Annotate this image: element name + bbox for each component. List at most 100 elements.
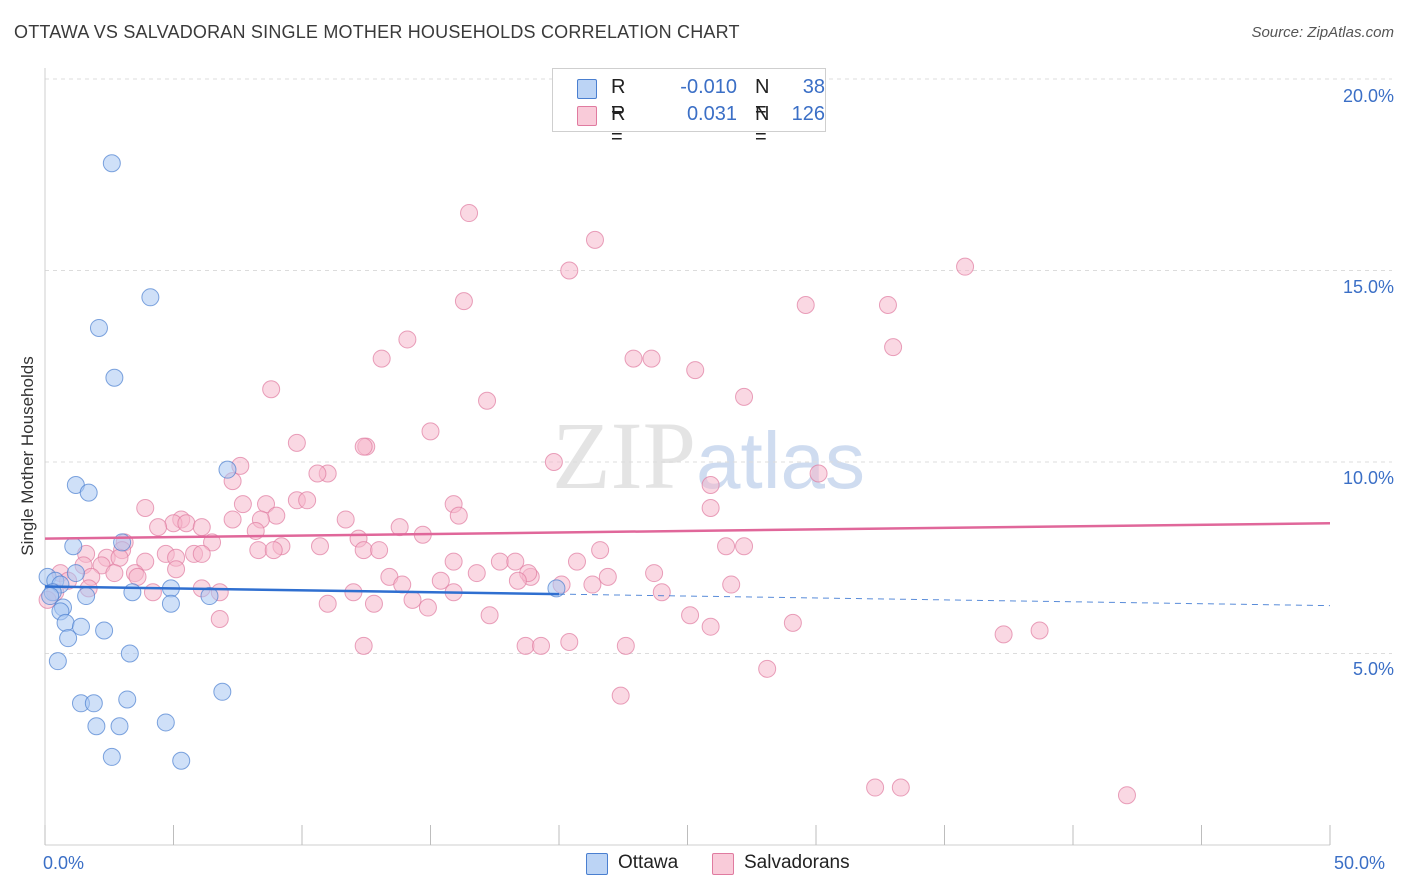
legend-swatch-ottawa	[577, 79, 597, 99]
data-point-salvadorans	[544, 453, 563, 471]
data-point-salvadorans	[701, 498, 720, 517]
data-point-ottawa	[172, 751, 191, 770]
data-point-salvadorans	[249, 541, 268, 560]
data-point-salvadorans	[506, 552, 525, 571]
data-point-ottawa	[120, 644, 139, 663]
data-point-salvadorans	[891, 778, 910, 797]
data-point-ottawa	[66, 564, 85, 583]
gridlines	[45, 78, 1392, 654]
data-point-salvadorans	[454, 292, 473, 311]
bottom-legend-swatch-salvadorans	[712, 853, 734, 875]
data-point-ottawa	[89, 318, 108, 337]
data-point-ottawa	[48, 652, 67, 671]
data-point-salvadorans	[372, 349, 391, 368]
data-point-salvadorans	[490, 552, 509, 571]
data-point-ottawa	[105, 368, 124, 387]
legend-r-value: 0.031	[686, 103, 737, 125]
data-point-salvadorans	[478, 391, 497, 410]
watermark-atlas: atlas	[696, 416, 865, 505]
data-point-salvadorans	[143, 583, 162, 602]
x-tick-label-min: 0.0%	[43, 853, 85, 873]
data-point-salvadorans	[508, 571, 527, 590]
data-point-salvadorans	[267, 506, 286, 525]
data-point-salvadorans	[624, 349, 643, 368]
y-tick-label-20: 20.0%	[1342, 86, 1394, 106]
data-point-salvadorans	[516, 636, 535, 655]
data-point-salvadorans	[370, 541, 389, 560]
data-point-salvadorans	[444, 552, 463, 571]
data-point-salvadorans	[956, 257, 975, 276]
data-point-salvadorans	[616, 636, 635, 655]
bottom-legend-swatch-ottawa	[586, 853, 608, 875]
data-point-salvadorans	[298, 491, 317, 510]
data-point-salvadorans	[735, 387, 754, 406]
data-point-salvadorans	[398, 330, 417, 349]
data-point-ottawa	[71, 617, 90, 636]
data-point-salvadorans	[136, 498, 155, 517]
data-point-ottawa	[156, 713, 175, 732]
data-point-salvadorans	[449, 506, 468, 525]
data-point-salvadorans	[467, 564, 486, 583]
data-point-salvadorans	[110, 548, 129, 567]
data-point-ottawa	[218, 460, 237, 479]
data-point-salvadorans	[192, 544, 211, 563]
data-point-ottawa	[77, 587, 96, 606]
data-point-salvadorans	[480, 606, 499, 625]
chart-source: Source: ZipAtlas.com	[1251, 24, 1394, 41]
data-point-salvadorans	[583, 575, 602, 594]
trend-lines	[44, 522, 1331, 607]
data-point-salvadorans	[722, 575, 741, 594]
data-point-salvadorans	[177, 514, 196, 533]
data-point-salvadorans	[758, 659, 777, 678]
bottom-legend-label-salvadorans: Salvadorans	[744, 852, 850, 873]
y-axis-label: Single Mother Households	[18, 356, 37, 556]
data-point-salvadorans	[149, 518, 168, 537]
data-point-salvadorans	[796, 295, 815, 314]
legend-r-value: -0.010	[680, 76, 737, 98]
data-point-salvadorans	[192, 518, 211, 537]
data-point-salvadorans	[642, 349, 661, 368]
watermark: ZIPatlas	[552, 400, 865, 511]
data-point-ottawa	[213, 682, 232, 701]
data-point-ottawa	[141, 288, 160, 307]
trend-line-ottawa	[44, 585, 560, 596]
data-point-salvadorans	[223, 510, 242, 529]
series-salvadorans	[38, 204, 1136, 805]
data-point-salvadorans	[652, 583, 671, 602]
data-point-salvadorans	[686, 361, 705, 380]
legend-r-label: R =	[611, 76, 626, 121]
data-point-ottawa	[102, 747, 121, 766]
data-point-salvadorans	[460, 204, 479, 223]
data-point-ottawa	[161, 594, 180, 613]
data-point-salvadorans	[701, 475, 720, 494]
data-point-salvadorans	[210, 610, 229, 629]
data-point-ottawa	[84, 694, 103, 713]
data-point-salvadorans	[336, 510, 355, 529]
series-ottawa	[38, 154, 566, 770]
data-point-salvadorans	[167, 560, 186, 579]
data-point-salvadorans	[264, 541, 283, 560]
data-point-salvadorans	[532, 636, 551, 655]
chart-title: OTTAWA VS SALVADORAN SINGLE MOTHER HOUSE…	[14, 22, 740, 42]
data-point-ottawa	[95, 621, 114, 640]
y-tick-label-5: 5.0%	[1352, 659, 1394, 679]
data-point-salvadorans	[136, 552, 155, 571]
data-point-ottawa	[56, 613, 75, 632]
data-point-salvadorans	[591, 541, 610, 560]
data-point-ottawa	[110, 717, 129, 736]
data-point-salvadorans	[866, 778, 885, 797]
data-point-salvadorans	[611, 686, 630, 705]
legend-n-label: N =	[755, 103, 770, 148]
data-point-salvadorans	[598, 567, 617, 586]
data-point-ottawa	[123, 583, 142, 602]
data-point-salvadorans	[560, 633, 579, 652]
data-point-salvadorans	[878, 295, 897, 314]
data-point-salvadorans	[403, 590, 422, 609]
axes	[44, 68, 1331, 846]
data-point-salvadorans	[585, 230, 604, 249]
data-point-salvadorans	[318, 594, 337, 613]
legend-r-label: R =	[611, 103, 626, 148]
trend-line-ottawa-extension	[558, 593, 1331, 607]
trend-line-salvadorans	[44, 522, 1331, 540]
